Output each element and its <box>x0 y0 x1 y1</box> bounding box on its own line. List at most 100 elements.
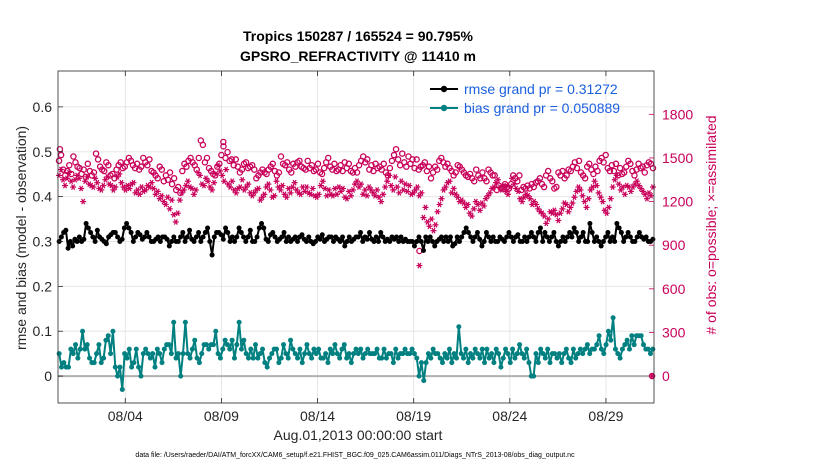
bias-marker <box>486 355 492 361</box>
rmse-marker <box>247 227 253 233</box>
obs-assimilated-marker <box>205 178 212 185</box>
rmse-marker <box>137 232 143 238</box>
rmse-marker <box>526 234 532 240</box>
obs-assimilated-marker <box>164 194 171 201</box>
obs-possible-marker <box>105 161 112 169</box>
bias-marker <box>316 346 322 352</box>
obs-assimilated-marker <box>527 195 534 202</box>
rmse-marker <box>218 232 224 238</box>
obs-assimilated-marker <box>148 179 155 186</box>
obs-possible-marker <box>544 167 552 175</box>
obs-possible-marker <box>616 164 624 172</box>
rmse-marker <box>184 234 190 240</box>
bias-marker <box>288 337 294 343</box>
obs-possible-marker <box>516 172 523 179</box>
rmse-marker <box>463 225 469 231</box>
rmse-marker <box>447 234 453 240</box>
bias-marker <box>175 351 181 357</box>
rmse-marker <box>483 230 489 236</box>
rmse-marker <box>238 230 244 236</box>
bias-marker <box>264 364 270 370</box>
rmse-marker <box>432 243 438 249</box>
rmse-marker <box>571 225 577 231</box>
obs-assimilated-marker <box>420 214 427 221</box>
legend-bias-label: bias grand pr = 0.050889 <box>464 100 620 116</box>
bias-marker <box>103 337 109 343</box>
obs-possible-marker <box>195 154 203 162</box>
bias-marker <box>577 346 583 352</box>
obs-possible-marker <box>94 156 102 163</box>
obs-assimilated-marker <box>615 181 622 188</box>
bias-marker <box>189 346 195 352</box>
rmse-marker <box>461 230 467 236</box>
rmse-marker <box>283 238 289 244</box>
bias-marker <box>131 360 137 366</box>
obs-possible-marker <box>238 166 246 173</box>
obs-assimilated-marker <box>70 184 77 190</box>
rmse-marker <box>420 247 426 253</box>
obs-possible-marker <box>627 160 634 168</box>
bias-marker <box>470 355 476 361</box>
obs-possible-marker <box>575 157 583 165</box>
bias-marker <box>241 337 247 343</box>
obs-assimilated-marker <box>215 162 222 169</box>
obs-possible-marker <box>269 160 277 168</box>
obs-assimilated-marker <box>474 201 481 208</box>
rmse-marker <box>456 238 462 244</box>
obs-assimilated-marker <box>392 173 399 180</box>
legend-rmse-label: rmse grand pr = 0.31272 <box>464 81 618 97</box>
bias-marker <box>400 351 406 357</box>
rmse-marker <box>209 252 215 258</box>
bias-marker <box>122 351 128 357</box>
right-y-tick-label: 1200 <box>662 194 693 210</box>
bias-marker <box>507 360 513 366</box>
rmse-marker <box>252 238 258 244</box>
rmse-marker <box>398 234 404 240</box>
obs-possible-marker <box>433 166 441 173</box>
obs-assimilated-marker <box>579 192 586 199</box>
rmse-marker <box>220 236 226 242</box>
obs-assimilated-marker <box>283 194 290 201</box>
rmse-marker <box>486 234 492 240</box>
bias-marker <box>446 346 452 352</box>
rmse-marker <box>299 232 305 238</box>
rmse-marker <box>594 234 600 240</box>
bias-marker <box>409 346 415 352</box>
rmse-marker <box>468 234 474 240</box>
obs-possible-marker <box>304 157 311 165</box>
right-y-axis-label: # of obs: o=possible; ×=assimilated <box>703 115 719 334</box>
rmse-marker <box>337 238 343 244</box>
rmse-marker <box>319 232 325 238</box>
bias-marker <box>161 346 167 352</box>
bias-marker <box>360 355 366 361</box>
bias-marker <box>430 346 436 352</box>
rmse-marker <box>259 221 265 227</box>
rmse-marker <box>501 238 507 244</box>
bias-marker <box>143 346 149 352</box>
bias-marker <box>243 351 249 357</box>
rmse-marker <box>83 221 89 227</box>
bias-marker <box>250 355 256 361</box>
bias-marker <box>418 360 424 366</box>
obs-possible-marker <box>610 167 618 175</box>
bias-marker <box>519 351 525 357</box>
x-tick-label: 08/04 <box>108 408 143 424</box>
left-y-tick-label: 0 <box>44 368 52 384</box>
bias-marker <box>489 351 495 357</box>
rmse-bias-series <box>56 221 656 393</box>
rmse-marker <box>479 243 485 249</box>
bias-marker <box>136 364 142 370</box>
obs-possible-marker <box>314 160 322 168</box>
obs-possible-marker <box>339 167 346 175</box>
rmse-marker <box>227 238 233 244</box>
obs-assimilated-marker <box>515 188 522 195</box>
rmse-marker <box>508 234 514 240</box>
x-axis-ticks: 08/04 08/09 08/14 08/19 08/24 08/29 <box>108 71 624 424</box>
obs-possible-marker <box>421 159 429 166</box>
rmse-marker <box>519 238 525 244</box>
obs-possible-marker <box>641 169 649 176</box>
obs-assimilated-marker <box>438 195 445 202</box>
obs-assimilated-marker <box>112 184 119 190</box>
obs-assimilated-marker <box>649 184 656 190</box>
obs-assimilated-marker <box>358 181 365 188</box>
